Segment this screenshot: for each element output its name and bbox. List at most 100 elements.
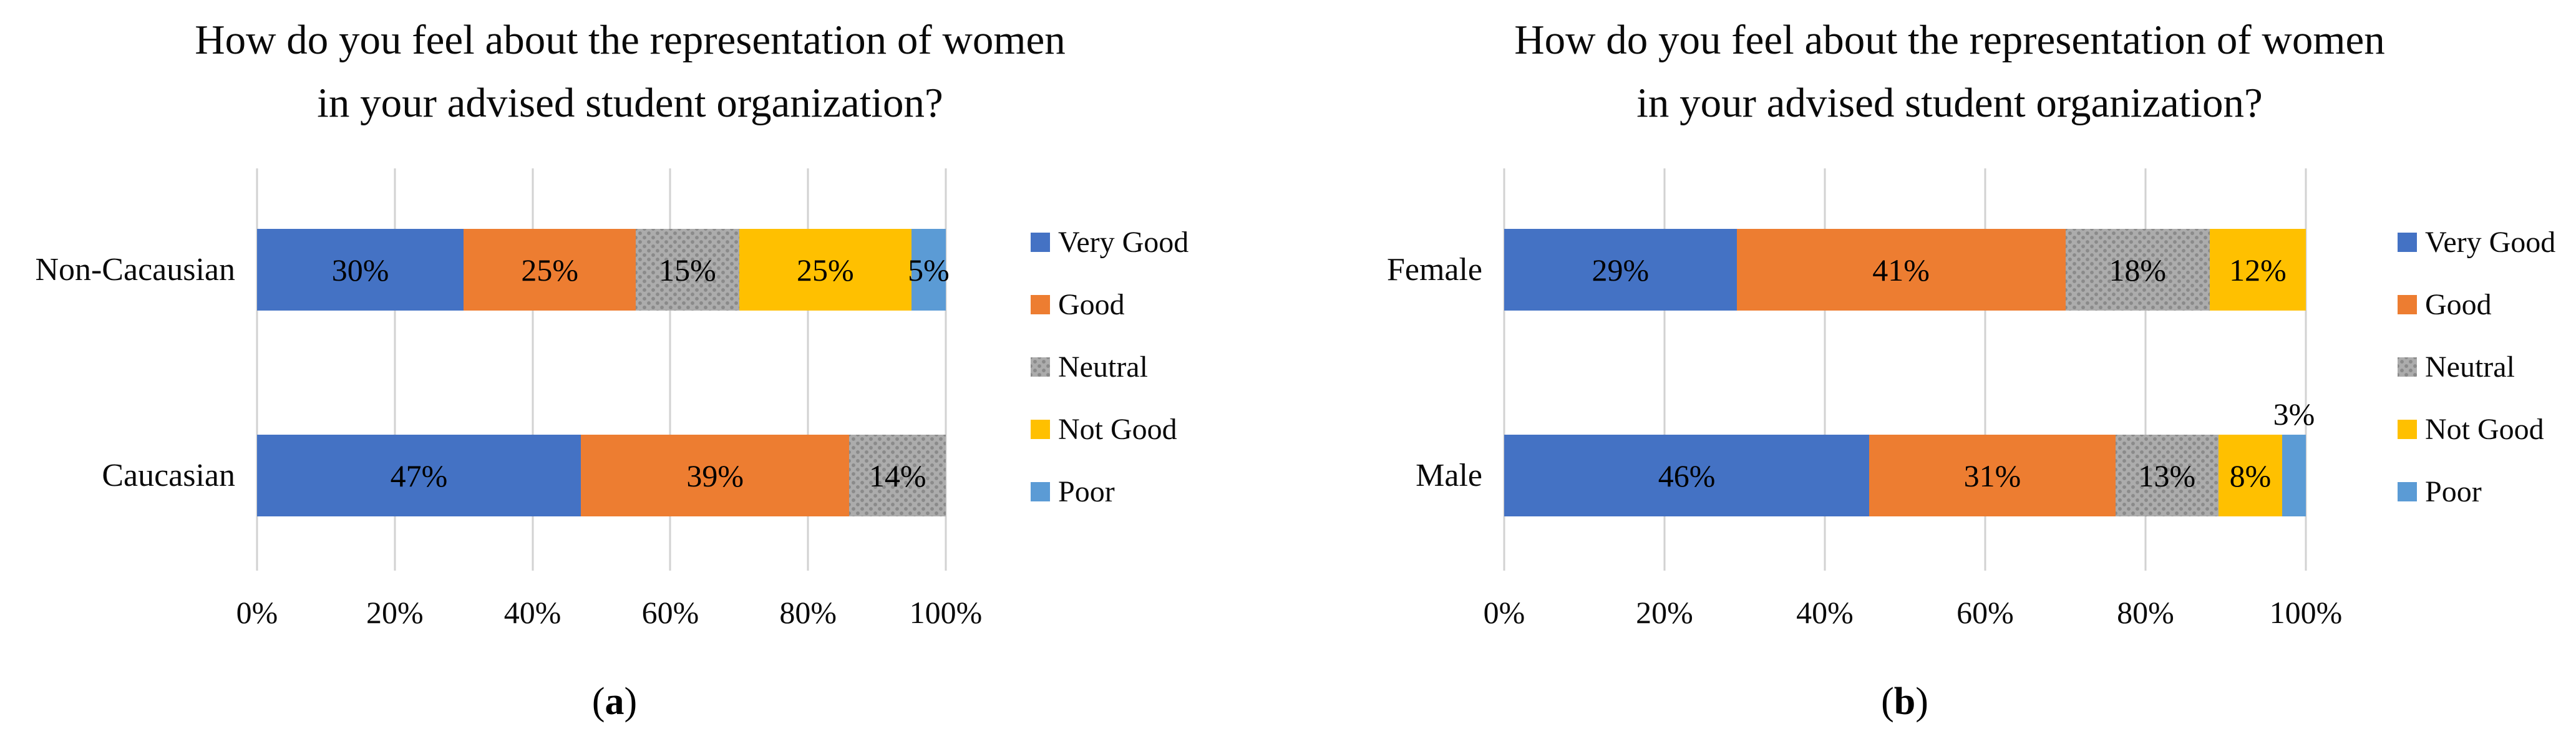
bar-segment-value-label: 31% xyxy=(1963,458,2021,493)
gridline-80pct xyxy=(2144,168,2147,571)
legend-swatch-neutral xyxy=(2398,357,2417,377)
category-label: Non-Cacausian xyxy=(35,252,235,288)
chart-title: How do you feel about the representation… xyxy=(100,9,1160,134)
bar-segment-neutral: 15% xyxy=(636,229,739,311)
legend-item: Very Good xyxy=(2398,211,2555,273)
x-axis-tick-label: 0% xyxy=(236,595,278,630)
chart-title-line-1: How do you feel about the representation… xyxy=(1514,17,2385,63)
bar-segment-value-label: 15% xyxy=(659,252,716,288)
legend-label: Neutral xyxy=(1058,350,1148,384)
bar-segment-value-label: 12% xyxy=(2229,252,2287,288)
bar-segment-value-label: 3% xyxy=(2273,397,2315,432)
x-axis-tick-label: 100% xyxy=(2269,595,2343,630)
x-axis-tick-label: 60% xyxy=(1956,595,2014,630)
legend-swatch-neutral xyxy=(1031,357,1050,377)
caption-paren-open: ( xyxy=(1881,680,1894,723)
bar-segment-poor: 3% xyxy=(2273,397,2315,516)
gridline-60pct xyxy=(669,168,671,571)
plot-area: Non-Cacausian Caucasian 30% 25% 15% 25% 5% 4… xyxy=(35,168,982,630)
bar-row: 29% 41% 18% 12% xyxy=(1504,229,2306,311)
bar-segment-very-good: 47% xyxy=(257,435,581,516)
gridline-80pct xyxy=(807,168,809,571)
gridline-40pct xyxy=(1824,168,1826,571)
gridline-20pct xyxy=(1663,168,1666,571)
legend-swatch-good xyxy=(2398,294,2417,314)
legend-item: Not Good xyxy=(2398,398,2555,460)
x-axis-tick-label: 20% xyxy=(1636,595,1693,630)
gridline-60pct xyxy=(1984,168,1986,571)
x-axis-tick-label: 20% xyxy=(366,595,424,630)
legend: Very Good Good Neutral Not Good Poor xyxy=(1031,211,1188,523)
bar-segment-good: 31% xyxy=(1869,435,2116,516)
x-axis-tick-label: 60% xyxy=(641,595,699,630)
legend-item: Poor xyxy=(1031,460,1188,523)
legend-swatch-poor xyxy=(2398,481,2417,501)
legend-item: Neutral xyxy=(1031,336,1188,398)
bar-segment-poor: 5% xyxy=(908,229,950,311)
plot-area: Female Male 29% 41% 18% 12% 46% 31% 13% 8% 3% 0… xyxy=(1387,168,2342,630)
bar-row: 47% 39% 14% xyxy=(257,435,946,516)
x-axis-tick-label: 100% xyxy=(909,595,983,630)
category-label: Male xyxy=(1416,458,1482,493)
bar-segment-not-good: 25% xyxy=(739,229,911,311)
legend-label: Not Good xyxy=(1058,412,1177,446)
chart-panel-b: How do you feel about the representation… xyxy=(1288,0,2576,749)
legend-swatch-poor xyxy=(1031,481,1050,501)
bar-segment-good: 25% xyxy=(464,229,636,311)
legend-label: Not Good xyxy=(2425,412,2544,446)
legend-item: Good xyxy=(1031,273,1188,336)
bar-row: 46% 31% 13% 8% 3% xyxy=(1504,397,2315,516)
bar-segment-value-label: 5% xyxy=(908,252,950,288)
bar-segment-good: 41% xyxy=(1736,229,2066,311)
bar-segment-very-good: 30% xyxy=(257,229,464,311)
bar-segment-value-label: 30% xyxy=(331,252,389,288)
legend-item: Not Good xyxy=(1031,398,1188,460)
bar-segment-neutral: 13% xyxy=(2115,435,2219,516)
gridline-100pct xyxy=(945,168,947,571)
legend: Very Good Good Neutral Not Good Poor xyxy=(2398,211,2555,523)
x-axis-tick-label: 80% xyxy=(779,595,837,630)
panel-caption: (b) xyxy=(1881,680,1928,724)
x-axis-tick-label: 0% xyxy=(1483,595,1525,630)
legend-label: Good xyxy=(2425,288,2492,321)
bar-segment-very-good: 46% xyxy=(1504,435,1870,516)
category-label: Caucasian xyxy=(102,458,235,493)
caption-letter: b xyxy=(1893,680,1916,723)
gridline-0pct xyxy=(256,168,258,571)
legend-item: Poor xyxy=(2398,460,2555,523)
bar-segment-value-label: 25% xyxy=(521,252,579,288)
bar-segment-value-label: 13% xyxy=(2138,458,2196,493)
legend-item: Good xyxy=(2398,273,2555,336)
bar-segment-value-label: 47% xyxy=(390,458,448,493)
chart-title: How do you feel about the representation… xyxy=(1419,9,2480,134)
gridline-20pct xyxy=(394,168,396,571)
panel-caption: (a) xyxy=(592,680,637,724)
bar-segment-value-label: 25% xyxy=(796,252,854,288)
caption-paren-close: ) xyxy=(1915,680,1928,723)
legend-swatch-not-good xyxy=(2398,419,2417,439)
legend-swatch-very-good xyxy=(2398,232,2417,252)
bar-segment-not-good: 12% xyxy=(2209,229,2306,311)
bar-segment-very-good: 29% xyxy=(1504,229,1737,311)
category-label: Female xyxy=(1386,252,1482,288)
bar-row: 30% 25% 15% 25% 5% xyxy=(257,229,950,311)
gridline-40pct xyxy=(532,168,534,571)
legend-label: Very Good xyxy=(2425,225,2556,259)
legend-label: Poor xyxy=(2425,475,2482,508)
chart-title-line-2: in your advised student organization? xyxy=(1636,79,2263,126)
chart-panel-a: How do you feel about the representation… xyxy=(35,9,1188,724)
legend-swatch-not-good xyxy=(1031,419,1050,439)
bar-segment-not-good: 8% xyxy=(2219,435,2282,516)
bar-segment-value-label: 39% xyxy=(686,458,744,493)
chart-title-line-2: in your advised student organization? xyxy=(317,79,943,126)
legend-swatch-good xyxy=(1031,294,1050,314)
bar-segment-value-label: 46% xyxy=(1658,458,1716,493)
bar-segment-neutral: 18% xyxy=(2065,229,2210,311)
chart-title-line-1: How do you feel about the representation… xyxy=(195,17,1066,63)
x-axis-tick-label: 40% xyxy=(1796,595,1854,630)
bar-segment-value-label: 41% xyxy=(1872,252,1930,288)
caption-paren-close: ) xyxy=(624,680,638,723)
bar-segment-value-label: 8% xyxy=(2229,458,2272,493)
gridline-0pct xyxy=(1503,168,1505,571)
